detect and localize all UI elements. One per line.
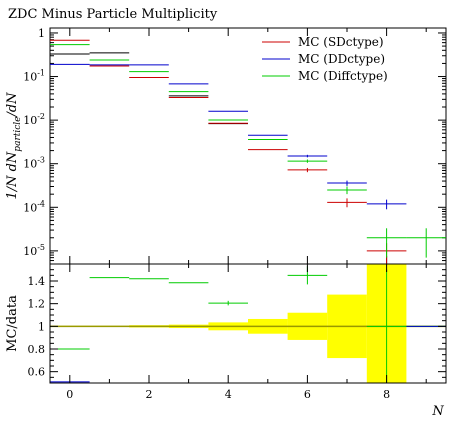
ratio-y-tick-label: 0.6 <box>28 366 46 379</box>
main-panel: 1 10-1 10-2 10-3 10-4 10-5 <box>23 27 447 265</box>
ratio-y-ticks: 0.6 0.8 1 1.2 1.4 <box>28 269 446 379</box>
chart-title: ZDC Minus Particle Multiplicity <box>8 7 218 22</box>
x-tick-label: 6 <box>304 388 311 401</box>
ratio-y-tick-label: 1.2 <box>28 298 46 311</box>
ratio-y-tick-label: 1.4 <box>28 275 46 288</box>
y-tick-label: 10-4 <box>23 199 45 214</box>
y-tick-label: 1 <box>38 27 45 40</box>
ratio-y-tick-label: 0.8 <box>28 343 46 356</box>
legend-entry: MC (SDctype) <box>298 35 384 49</box>
y-tick-label: 10-2 <box>23 112 45 127</box>
x-tick-label: 2 <box>146 388 153 401</box>
ratio-plot-frame <box>49 263 447 384</box>
x-tick-label: 0 <box>66 388 73 401</box>
legend-entry: MC (DDctype) <box>298 52 385 66</box>
ratio-uncertainty-band <box>50 264 407 383</box>
legend: MC (SDctype) MC (DDctype) MC (Diffctype) <box>262 35 388 83</box>
series-data <box>50 52 248 125</box>
y-tick-label: 10-5 <box>23 243 45 258</box>
x-tick-label: 4 <box>225 388 232 401</box>
ratio-y-axis-label-text: MC/data <box>5 295 20 352</box>
x-axis-label: N <box>431 404 444 419</box>
ratio-x-ticks: 0 2 4 6 8 <box>66 264 427 401</box>
series-mc-ddctype <box>50 63 407 210</box>
ratio-y-axis-label: MC/data <box>5 295 20 352</box>
y-tick-label: 10-1 <box>23 69 45 84</box>
y-axis-label: 1/N dNparticle/dN <box>5 92 23 200</box>
main-y-ticks: 1 10-1 10-2 10-3 10-4 10-5 <box>23 27 446 264</box>
y-tick-label: 10-3 <box>23 156 45 171</box>
x-tick-label: 8 <box>383 388 390 401</box>
ratio-panel: 0.6 0.8 1 1.2 1.4 0 2 4 6 8 <box>28 263 447 401</box>
y-axis-label-text: 1/N dNparticle/dN <box>5 92 23 200</box>
ratio-y-tick-label: 1 <box>38 320 45 333</box>
legend-entry: MC (Diffctype) <box>298 69 388 83</box>
series-mc-diffctype <box>50 44 446 258</box>
